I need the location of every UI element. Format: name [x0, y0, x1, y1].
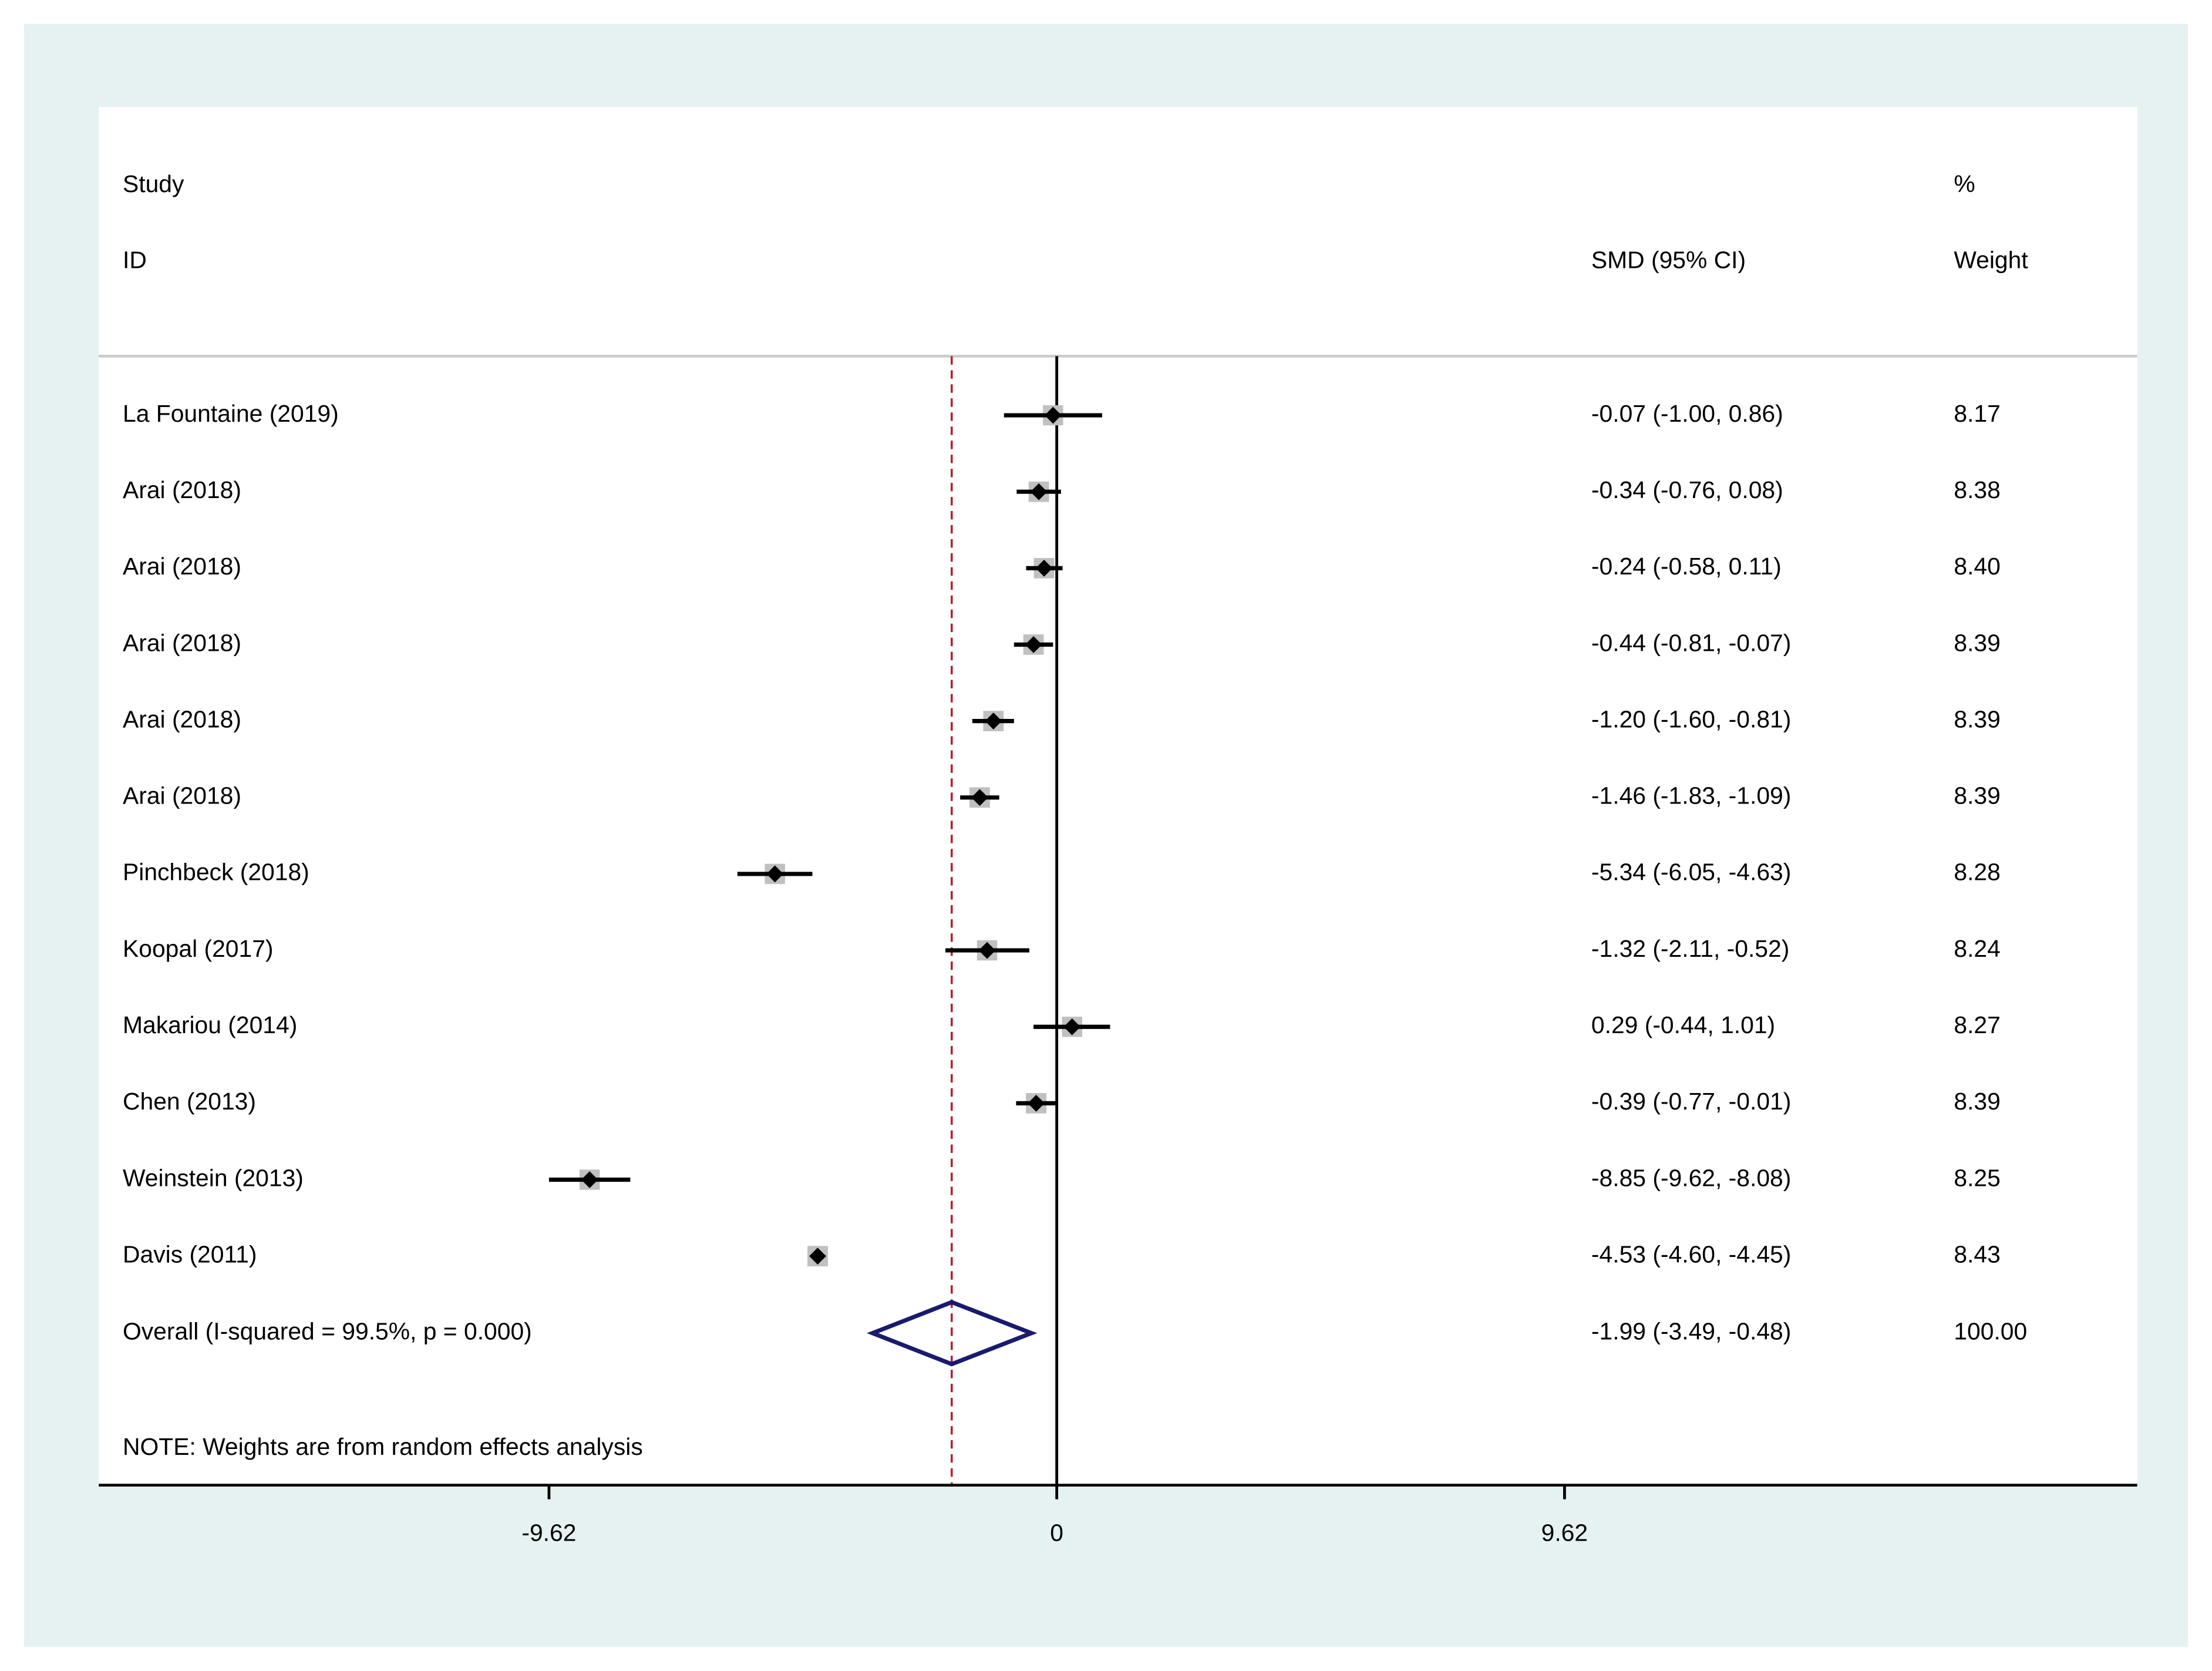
point-estimate	[1030, 483, 1048, 500]
study-label: Arai (2018)	[123, 553, 241, 580]
point-estimate	[809, 1248, 826, 1265]
weight-label: 8.28	[1954, 859, 2000, 886]
ci-label: -8.85 (-9.62, -8.08)	[1591, 1164, 1791, 1191]
overall-ci-label: -1.99 (-3.49, -0.48)	[1591, 1318, 1791, 1345]
study-label: Koopal (2017)	[123, 935, 274, 962]
point-estimate	[1044, 406, 1062, 424]
header-pct: %	[1954, 170, 1975, 197]
ci-label: -4.53 (-4.60, -4.45)	[1591, 1240, 1791, 1267]
point-estimate	[1063, 1018, 1081, 1035]
ci-label: -0.24 (-0.58, 0.11)	[1591, 553, 1782, 580]
study-label: Arai (2018)	[123, 782, 241, 809]
point-estimate	[985, 712, 1002, 730]
header-ci: SMD (95% CI)	[1591, 247, 1746, 274]
weight-label: 8.40	[1954, 553, 2000, 580]
weight-label: 8.43	[1954, 1240, 2000, 1267]
study-label: Makariou (2014)	[123, 1011, 297, 1038]
weight-label: 8.39	[1954, 705, 2000, 732]
ci-label: -0.34 (-0.76, 0.08)	[1591, 476, 1783, 503]
weight-label: 8.38	[1954, 476, 2000, 503]
study-label: Weinstein (2013)	[123, 1164, 304, 1191]
overall-diamond	[867, 1300, 1038, 1367]
weight-label: 8.39	[1954, 1088, 2000, 1115]
point-estimate	[1028, 1094, 1045, 1112]
ci-label: -5.34 (-6.05, -4.63)	[1591, 859, 1791, 886]
point-estimate	[978, 942, 996, 959]
x-tick-label: -9.62	[521, 1519, 576, 1546]
point-estimate	[971, 789, 988, 806]
point-estimate	[1025, 636, 1042, 653]
point-estimate	[1035, 559, 1053, 577]
weight-label: 8.25	[1954, 1164, 2000, 1191]
header-study: Study	[123, 170, 184, 197]
note: NOTE: Weights are from random effects an…	[123, 1433, 643, 1460]
ci-label: 0.29 (-0.44, 1.01)	[1591, 1011, 1775, 1038]
overall-label: Overall (I-squared = 99.5%, p = 0.000)	[123, 1318, 532, 1345]
weight-label: 8.17	[1954, 400, 2000, 427]
study-label: La Fountaine (2019)	[123, 400, 339, 427]
study-label: Arai (2018)	[123, 476, 241, 503]
study-label: Arai (2018)	[123, 629, 241, 656]
point-estimate	[581, 1171, 598, 1188]
point-estimate	[766, 865, 784, 883]
study-label: Arai (2018)	[123, 705, 241, 732]
ci-label: -1.20 (-1.60, -0.81)	[1591, 705, 1791, 732]
weight-label: 8.27	[1954, 1011, 2000, 1038]
study-label: Pinchbeck (2018)	[123, 859, 309, 886]
header-id: ID	[123, 247, 147, 274]
x-tick-label: 9.62	[1541, 1519, 1588, 1546]
overall-weight-label: 100.00	[1954, 1318, 2027, 1345]
x-tick-label: 0	[1050, 1519, 1063, 1546]
ci-label: -0.39 (-0.77, -0.01)	[1591, 1088, 1791, 1115]
plot-area	[99, 107, 2137, 1485]
ci-label: -1.46 (-1.83, -1.09)	[1591, 782, 1791, 809]
study-label: Chen (2013)	[123, 1088, 256, 1115]
weight-label: 8.39	[1954, 782, 2000, 809]
ci-label: -0.07 (-1.00, 0.86)	[1591, 400, 1783, 427]
study-label: Davis (2011)	[123, 1240, 257, 1267]
ci-label: -1.32 (-2.11, -0.52)	[1591, 935, 1789, 962]
weight-label: 8.39	[1954, 629, 2000, 656]
weight-label: 8.24	[1954, 935, 2000, 962]
ci-label: -0.44 (-0.81, -0.07)	[1591, 629, 1791, 656]
header-weight: Weight	[1954, 247, 2028, 274]
